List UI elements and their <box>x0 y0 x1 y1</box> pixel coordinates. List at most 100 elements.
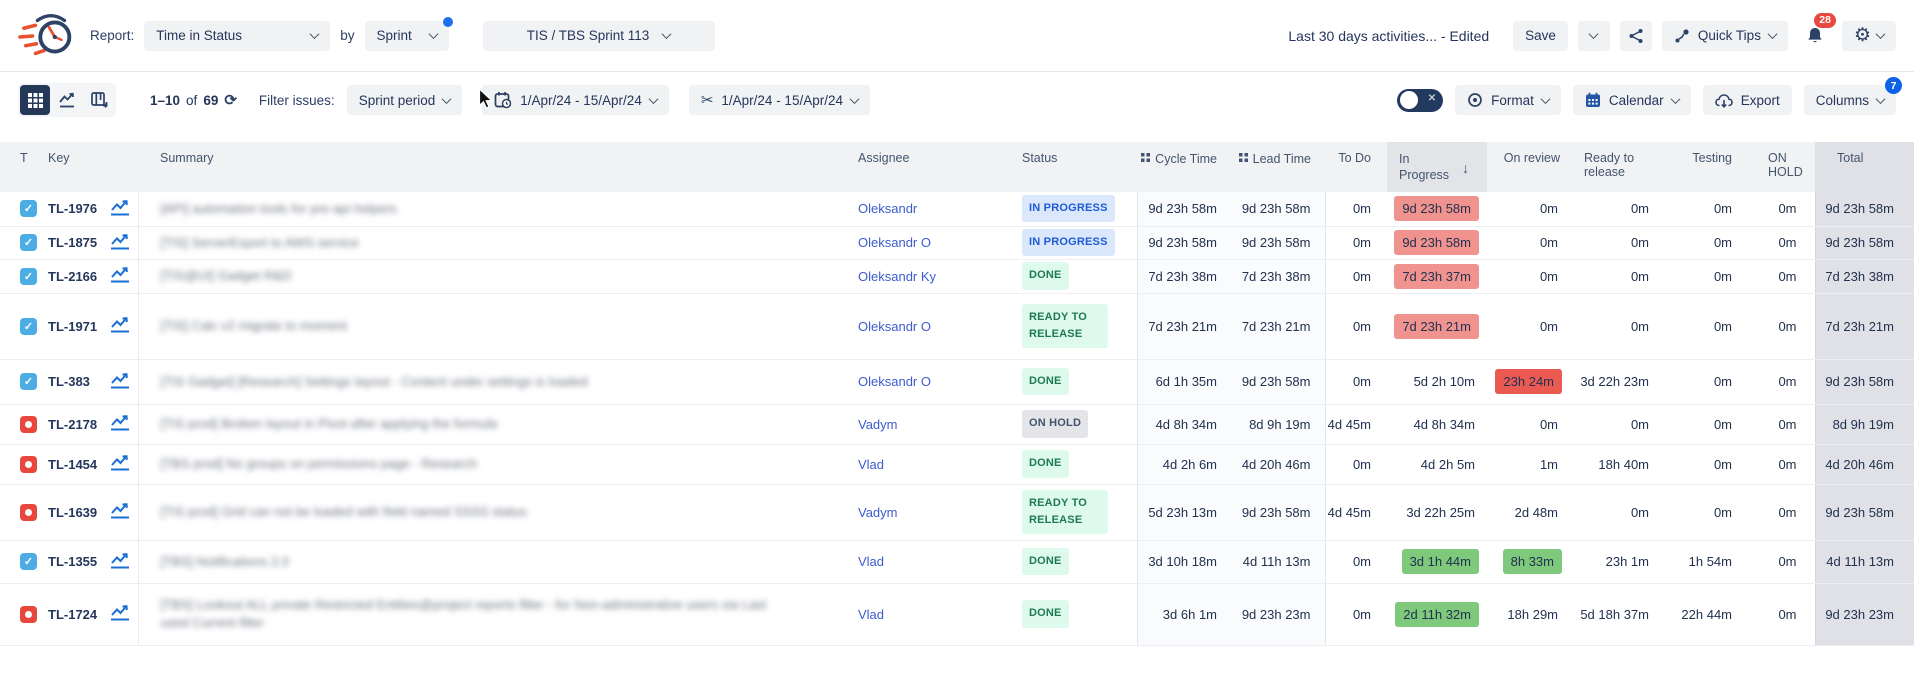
issue-key[interactable]: TL-1724 <box>48 606 98 622</box>
settings-button[interactable]: ⚙ <box>1841 20 1896 51</box>
in-progress-cell: 4d 2h 5m <box>1387 444 1487 485</box>
trend-chart-icon[interactable] <box>110 604 130 621</box>
toggle-knob <box>1400 91 1419 109</box>
assignee-link[interactable]: Vadym <box>858 504 898 520</box>
sprint-select[interactable]: TIS / TBS Sprint 113 <box>482 20 715 51</box>
issue-summary-cell[interactable]: [TIS@UI] Gadget R&D <box>137 259 850 294</box>
issue-key[interactable]: TL-2166 <box>48 268 98 284</box>
assignee-link[interactable]: Oleksandr O <box>858 235 931 250</box>
col-header-cycle-time[interactable]: Cycle Time <box>1137 142 1229 192</box>
grid-view-button[interactable] <box>20 85 50 115</box>
save-button[interactable]: Save <box>1513 20 1568 51</box>
col-header-ready[interactable]: Ready to release <box>1572 142 1665 192</box>
filter-period-select[interactable]: Sprint period <box>346 85 463 115</box>
issue-summary-cell[interactable]: [TBS prod] No groups on permissions page… <box>137 444 850 485</box>
assignee-link[interactable]: Oleksandr O <box>858 374 931 389</box>
trend-chart-icon[interactable] <box>110 552 130 569</box>
gear-icon: ⚙ <box>1853 25 1871 46</box>
issue-key[interactable]: TL-1639 <box>48 504 98 520</box>
on-hold-cell: 0m <box>1748 540 1815 584</box>
assignee-link[interactable]: Vadym <box>858 416 898 432</box>
status-cell: DONE <box>1010 444 1137 485</box>
scissors-icon: ✂ <box>700 91 714 109</box>
issue-key[interactable]: TL-1875 <box>48 235 98 250</box>
trend-chart-icon[interactable] <box>110 502 130 519</box>
in-progress-cell: 9d 23h 58m <box>1387 192 1487 227</box>
issue-key[interactable]: TL-1971 <box>48 318 98 334</box>
issue-key[interactable]: TL-1454 <box>48 456 98 472</box>
col-header-in-progress[interactable]: In Progress ↓ <box>1387 142 1487 192</box>
issue-summary-redacted: [API] automation tools for pre-api helpe… <box>160 200 397 216</box>
col-header-status[interactable]: Status <box>1010 142 1137 192</box>
assignee-cell: Oleksandr O <box>850 226 1010 260</box>
lead-time-cell: 4d 20h 46m <box>1229 444 1325 485</box>
trend-chart-icon[interactable] <box>110 454 130 471</box>
assignee-link[interactable]: Vlad <box>858 554 885 569</box>
issue-key[interactable]: TL-1976 <box>48 201 98 217</box>
issue-summary-cell[interactable]: [TIS] ServerExport to AWS service <box>137 226 850 260</box>
assignee-link[interactable]: Oleksandr <box>858 201 918 217</box>
issue-summary-cell[interactable]: [API] automation tools for pre-api helpe… <box>137 192 850 227</box>
cut-date-range-button[interactable]: ✂ 1/Apr/24 - 15/Apr/24 <box>688 85 870 115</box>
quick-tips-button[interactable]: Quick Tips <box>1661 20 1788 51</box>
trend-chart-icon[interactable] <box>110 266 130 283</box>
export-button[interactable]: Export <box>1702 85 1792 115</box>
save-label: Save <box>1525 28 1556 43</box>
col-header-lead-time[interactable]: Lead Time <box>1229 142 1325 192</box>
calendar-button[interactable]: Calendar <box>1572 85 1691 115</box>
issue-summary-cell[interactable]: [TBS] Lookout ALL private Restricted Ent… <box>137 583 850 646</box>
col-header-testing[interactable]: Testing <box>1665 142 1748 192</box>
assignee-link[interactable]: Vlad <box>858 606 885 622</box>
status-badge: IN PROGRESS <box>1022 195 1115 223</box>
issue-chart-cell <box>102 484 138 541</box>
board-view-button[interactable] <box>84 85 114 115</box>
chart-view-button[interactable] <box>52 85 82 115</box>
trend-chart-icon[interactable] <box>110 414 130 431</box>
drag-handle-icon[interactable] <box>1238 153 1248 162</box>
columns-button[interactable]: Columns 7 <box>1803 77 1902 115</box>
save-options-button[interactable] <box>1577 20 1610 51</box>
assignee-link[interactable]: Vlad <box>858 456 885 472</box>
assignee-link[interactable]: Oleksandr Ky <box>858 268 937 284</box>
chevron-down-icon <box>1767 29 1778 40</box>
col-header-assignee[interactable]: Assignee <box>850 142 1010 192</box>
issue-summary-cell[interactable]: [TBS] Notifications 2.0 <box>137 540 850 584</box>
col-header-todo[interactable]: To Do <box>1325 142 1387 192</box>
date-range-button[interactable]: 1/Apr/24 - 15/Apr/24 <box>482 85 669 115</box>
columns-count-badge: 7 <box>1885 77 1902 94</box>
trend-chart-icon[interactable] <box>110 199 130 216</box>
notifications-button[interactable]: 28 <box>1798 12 1836 53</box>
share-button[interactable] <box>1619 20 1652 51</box>
issue-type-icon <box>20 455 37 473</box>
col-header-key[interactable]: Key <box>40 142 102 192</box>
issue-key-cell: TL-2178 <box>40 404 102 445</box>
col-header-on-hold[interactable]: ON HOLD <box>1748 142 1815 192</box>
ready-to-release-cell: 18h 40m <box>1572 444 1665 485</box>
trend-chart-icon[interactable] <box>110 233 130 250</box>
col-header-total[interactable]: Total <box>1815 142 1914 192</box>
issue-summary-cell[interactable]: [TIS] Calc v2 migrate to moment <box>137 293 850 360</box>
trend-chart-icon[interactable] <box>110 316 130 333</box>
in-progress-cell: 9d 23h 58m <box>1387 226 1487 260</box>
col-header-summary[interactable]: Summary <box>138 142 850 192</box>
sort-desc-icon[interactable]: ↓ <box>1462 160 1469 176</box>
issue-summary-cell[interactable]: [TIS prod] Grid can not be loaded with f… <box>137 484 850 541</box>
report-type-select[interactable]: Time in Status <box>144 20 331 51</box>
drag-handle-icon[interactable] <box>1141 153 1151 162</box>
group-by-select[interactable]: Sprint <box>364 16 453 51</box>
issue-summary-cell[interactable]: [TIS prod] Broken layout in Pivot after … <box>137 404 850 445</box>
compact-mode-toggle[interactable]: ✕ <box>1397 88 1444 112</box>
col-header-on-review[interactable]: On review <box>1487 142 1572 192</box>
trend-chart-icon[interactable] <box>110 372 130 389</box>
issue-summary-cell[interactable]: [TIS Gadget] [Research] Settings layout … <box>137 359 850 405</box>
assignee-link[interactable]: Oleksandr O <box>858 318 931 334</box>
refresh-icon[interactable]: ⟳ <box>224 92 237 109</box>
format-button[interactable]: Format <box>1455 85 1561 115</box>
col-header-type[interactable]: T <box>0 142 40 192</box>
ready-to-release-cell: 0m <box>1572 404 1665 445</box>
issue-key[interactable]: TL-2178 <box>48 416 98 432</box>
issue-key[interactable]: TL-1355 <box>48 554 98 569</box>
in-progress-value: 7d 23h 37m <box>1394 263 1479 289</box>
chevron-down-icon <box>309 29 320 40</box>
issue-key[interactable]: TL-383 <box>48 374 90 389</box>
